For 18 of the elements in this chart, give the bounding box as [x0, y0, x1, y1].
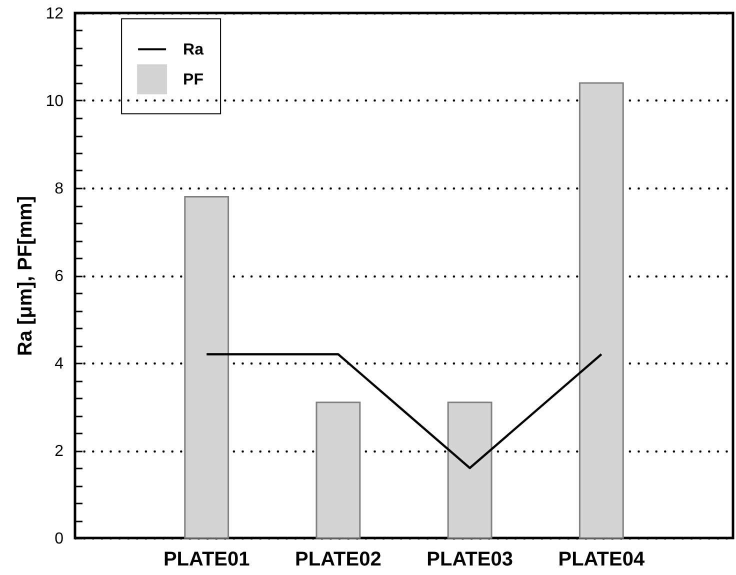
y-tick-label: 4 — [54, 356, 64, 372]
y-tick-label: 8 — [54, 180, 64, 198]
bar — [578, 82, 624, 539]
y-tick-label: 6 — [54, 268, 64, 285]
bar — [447, 402, 492, 539]
y-tick-label: 12 — [46, 6, 64, 22]
y-tick-label: 10 — [46, 93, 64, 110]
bar — [184, 196, 230, 539]
legend-label: Ra — [183, 41, 204, 58]
y-axis-title: Ra [μm], PF[mm] — [14, 196, 37, 356]
x-tick-label: PLATE01 — [163, 548, 250, 570]
x-tick-label: PLATE02 — [295, 548, 382, 570]
x-tick-label: PLATE04 — [558, 548, 646, 570]
x-tick-label: PLATE03 — [426, 548, 513, 570]
y-tick-label: 0 — [54, 530, 64, 548]
legend-label: PF — [183, 71, 204, 88]
bar — [316, 402, 361, 539]
y-tick-label: 2 — [54, 443, 64, 460]
